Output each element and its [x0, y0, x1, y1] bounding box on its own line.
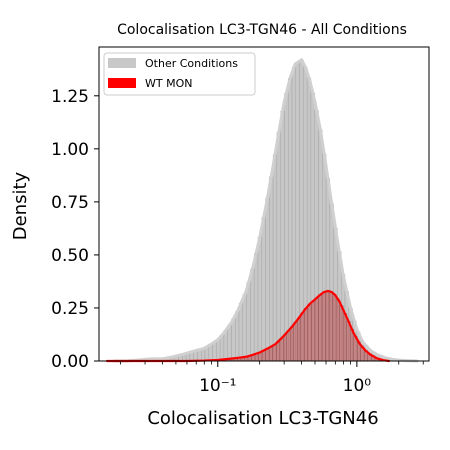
- hist-bar-other-conditions: [235, 311, 240, 362]
- hist-bar-wt-mon: [293, 321, 298, 362]
- hist-bar-wt-mon: [290, 326, 294, 362]
- x-tick-label: 10⁻¹: [199, 376, 236, 396]
- hist-bar-wt-mon: [297, 317, 302, 362]
- hist-bar-other-conditions: [272, 154, 278, 362]
- hist-bar-other-conditions: [216, 339, 221, 362]
- hist-bar-other-conditions: [261, 217, 266, 362]
- hist-bar-other-conditions: [246, 282, 251, 362]
- x-tick-label: 10⁰: [343, 376, 372, 396]
- hist-bar-wt-mon: [325, 290, 330, 362]
- hist-bar-other-conditions: [288, 77, 293, 362]
- hist-bar-wt-mon: [346, 320, 351, 362]
- hist-bar-other-conditions: [291, 67, 296, 362]
- histogram-layer: [129, 59, 414, 362]
- hist-bar-wt-mon: [307, 303, 312, 362]
- hist-bar-wt-mon: [300, 312, 305, 362]
- hist-bar-other-conditions: [219, 334, 225, 362]
- hist-bar-other-conditions: [227, 324, 232, 362]
- y-axis-ticks: 0.00 0.25 0.50 0.75 1.00 1.25: [51, 87, 99, 372]
- kde-layer: [105, 58, 419, 363]
- legend-label-other-conditions: Other Conditions: [145, 57, 238, 70]
- hist-bar-other-conditions: [253, 253, 259, 362]
- hist-bar-wt-mon: [311, 300, 316, 362]
- kde-line-other-conditions: [112, 58, 419, 363]
- hist-bar-other-conditions: [265, 197, 270, 362]
- y-tick-label: 0.50: [51, 246, 89, 266]
- hist-bar-other-conditions: [269, 176, 274, 362]
- hist-bar-wt-mon: [332, 294, 337, 362]
- hist-bar-wt-mon: [314, 297, 319, 362]
- hist-bar-wt-mon: [318, 294, 323, 362]
- kde-line-wt-mon: [105, 289, 391, 363]
- hist-bar-wt-mon: [339, 305, 344, 362]
- hist-bar-wt-mon: [268, 346, 273, 362]
- legend-label-wt-mon: WT MON: [145, 77, 192, 90]
- hist-bar-other-conditions: [250, 268, 255, 362]
- hist-bar-wt-mon: [342, 313, 347, 362]
- hist-bar-wt-mon: [275, 341, 280, 362]
- hist-bar-wt-mon: [265, 348, 270, 362]
- hist-bar-wt-mon: [272, 344, 277, 362]
- hist-bar-other-conditions: [242, 294, 247, 362]
- x-axis-ticks: 10⁻¹ 10⁰: [120, 361, 424, 396]
- legend: Other Conditions WT MON: [103, 52, 256, 96]
- hist-bar-other-conditions: [223, 330, 228, 362]
- y-axis-label: Density: [10, 171, 31, 240]
- hist-bar-wt-mon: [321, 292, 326, 362]
- x-axis-label: Colocalisation LC3-TGN46: [147, 408, 378, 429]
- hist-bar-wt-mon: [286, 330, 291, 362]
- y-tick-label: 1.25: [51, 87, 89, 107]
- hist-bar-wt-mon: [335, 298, 340, 362]
- y-tick-label: 1.00: [51, 140, 89, 160]
- plot-frame: [98, 46, 430, 362]
- hist-bar-other-conditions: [212, 341, 217, 362]
- hist-bar-other-conditions: [231, 318, 236, 362]
- hist-bar-other-conditions: [257, 236, 262, 362]
- y-tick-label: 0.25: [51, 299, 89, 319]
- y-tick-label: 0.75: [51, 193, 89, 213]
- hist-bar-other-conditions: [280, 110, 285, 362]
- hist-bar-wt-mon: [328, 291, 333, 362]
- legend-swatch-other-conditions: [108, 58, 136, 68]
- legend-swatch-wt-mon: [108, 78, 136, 88]
- hist-bar-other-conditions: [238, 303, 244, 362]
- hist-bar-wt-mon: [283, 334, 287, 362]
- y-tick-label: 0.00: [51, 352, 89, 372]
- chart-title: Colocalisation LC3-TGN46 - All Condition…: [117, 22, 407, 38]
- legend-box: [103, 52, 256, 96]
- hist-bar-other-conditions: [276, 132, 281, 362]
- hist-bar-wt-mon: [304, 307, 309, 362]
- hist-bar-other-conditions: [284, 93, 289, 362]
- hist-bar-wt-mon: [279, 337, 284, 362]
